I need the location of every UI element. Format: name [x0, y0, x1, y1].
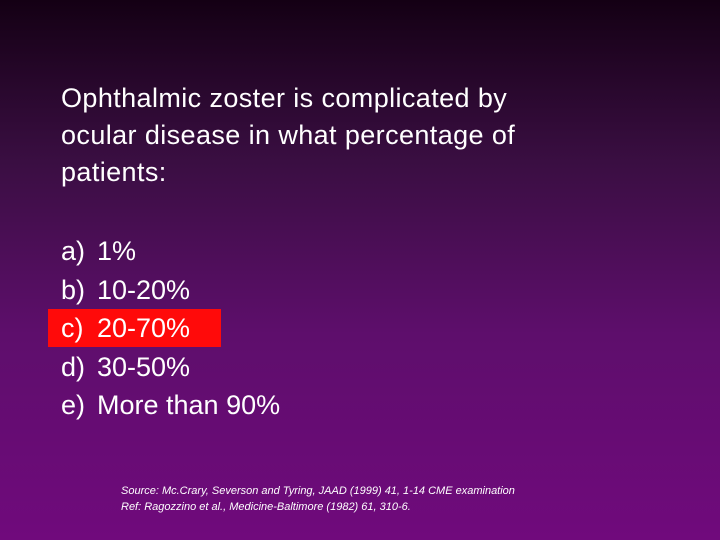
option-a: a) 1%	[61, 232, 280, 271]
option-e: e) More than 90%	[61, 386, 280, 425]
question-line-2: ocular disease in what percentage of	[61, 120, 516, 150]
option-text: 10-20%	[97, 274, 191, 305]
option-c-highlighted: c) 20-70%	[47, 309, 280, 348]
option-letter: a)	[61, 236, 86, 266]
source-citation: Source: Mc.Crary, Severson and Tyring, J…	[121, 483, 515, 515]
reference-line: Ref: Ragozzino et al., Medicine-Baltimor…	[121, 501, 411, 513]
option-letter: b)	[61, 274, 86, 305]
option-text: More than 90%	[97, 390, 281, 420]
option-letter: c)	[61, 313, 84, 343]
option-letter: e)	[61, 390, 86, 420]
option-text: 20-70%	[97, 313, 191, 343]
option-b: b) 10-20%	[61, 271, 280, 310]
option-letter: d)	[61, 351, 86, 382]
question-line-3: patients:	[61, 157, 167, 187]
option-text: 30-50%	[97, 351, 191, 382]
option-text: 1%	[97, 236, 137, 266]
question-line-1: Ophthalmic zoster is complicated by	[61, 83, 508, 113]
option-d: d) 30-50%	[61, 348, 280, 387]
question-text: Ophthalmic zoster is complicated by ocul…	[61, 80, 681, 191]
answer-options: a) 1% b) 10-20% c) 20-70% d) 30-50% e) More t…	[47, 232, 280, 425]
source-line: Source: Mc.Crary, Severson and Tyring, J…	[121, 485, 515, 497]
